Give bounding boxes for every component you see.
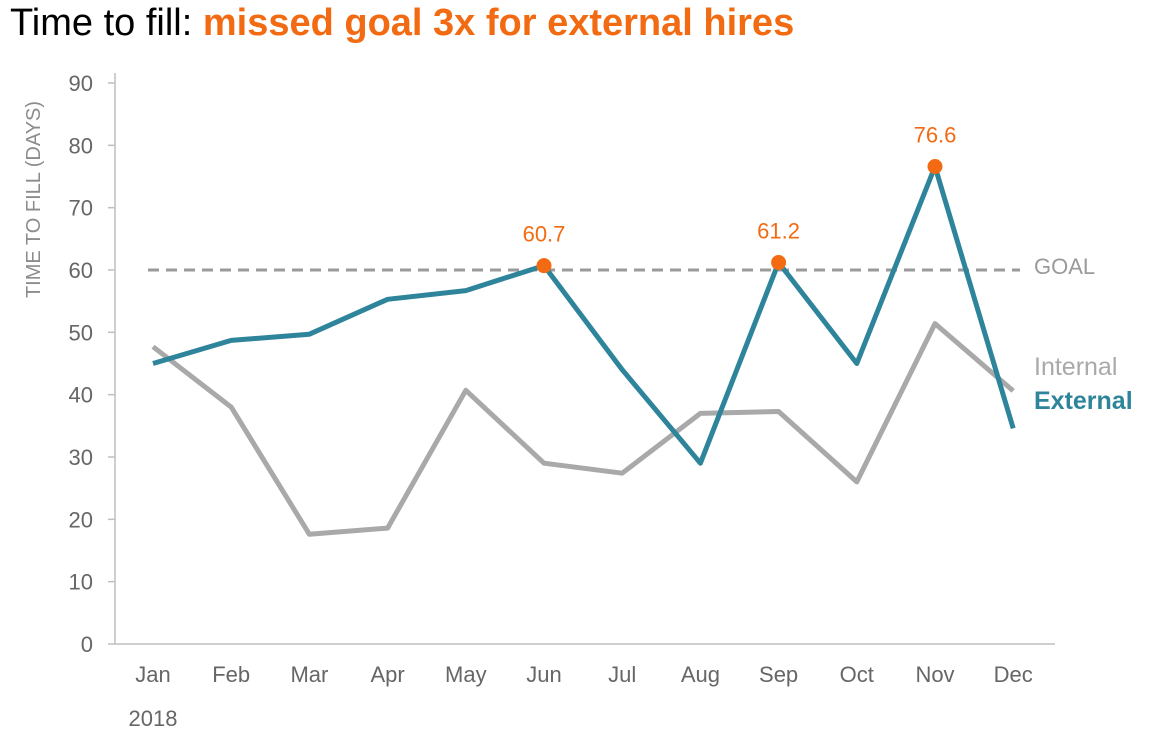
highlight-point-marker [927,159,943,175]
y-tick-label: 10 [69,570,93,595]
goal-label: GOAL [1034,254,1095,279]
y-tick-label: 20 [69,507,93,532]
x-tick-label: Sep [759,662,798,687]
y-tick-label: 90 [69,71,93,96]
x-tick-label: Apr [370,662,404,687]
y-axis-ticks: 0 10 20 30 40 50 60 70 80 90 [69,71,115,657]
x-tick-label: May [445,662,487,687]
y-tick-label: 70 [69,196,93,221]
y-tick-label: 60 [69,258,93,283]
y-axis-title: TIME TO FILL (DAYS) [23,101,45,298]
x-tick-label: Nov [915,662,954,687]
highlight-point-label: 60.7 [523,222,566,247]
highlight-point-label: 76.6 [914,123,957,148]
chart-title-plain: Time to fill: [10,2,203,44]
x-tick-label: Oct [840,662,874,687]
chart-title: Time to fill: missed goal 3x for externa… [10,2,794,45]
x-tick-label: Jan [135,662,170,687]
series-label-internal: Internal [1034,353,1117,381]
chart-title-accent: missed goal 3x for external hires [202,2,795,44]
series-line-external [152,164,1016,466]
highlight-point-marker [771,255,787,271]
year-label: 2018 [129,706,178,731]
y-tick-label: 40 [69,383,93,408]
series-label-external: External [1034,387,1133,415]
highlight-point-marker [536,258,552,274]
highlighted-points: 60.7 61.2 76.6 [523,123,957,274]
series-lines [151,164,1016,537]
y-tick-label: 50 [69,320,93,345]
series-line-internal [151,321,1015,537]
x-tick-label: Aug [681,662,720,687]
x-tick-label: Dec [994,662,1033,687]
x-tick-label: Mar [290,662,328,687]
y-tick-label: 30 [69,445,93,470]
x-tick-label: Feb [212,662,250,687]
y-tick-label: 80 [69,133,93,158]
highlight-point-label: 61.2 [757,219,800,244]
x-tick-label: Jul [608,662,636,687]
y-tick-label: 0 [81,632,93,657]
x-tick-label: Jun [526,662,561,687]
x-axis-ticks: Jan Feb Mar Apr May Jun Jul Aug Sep Oct Nov Dec [135,662,1033,687]
